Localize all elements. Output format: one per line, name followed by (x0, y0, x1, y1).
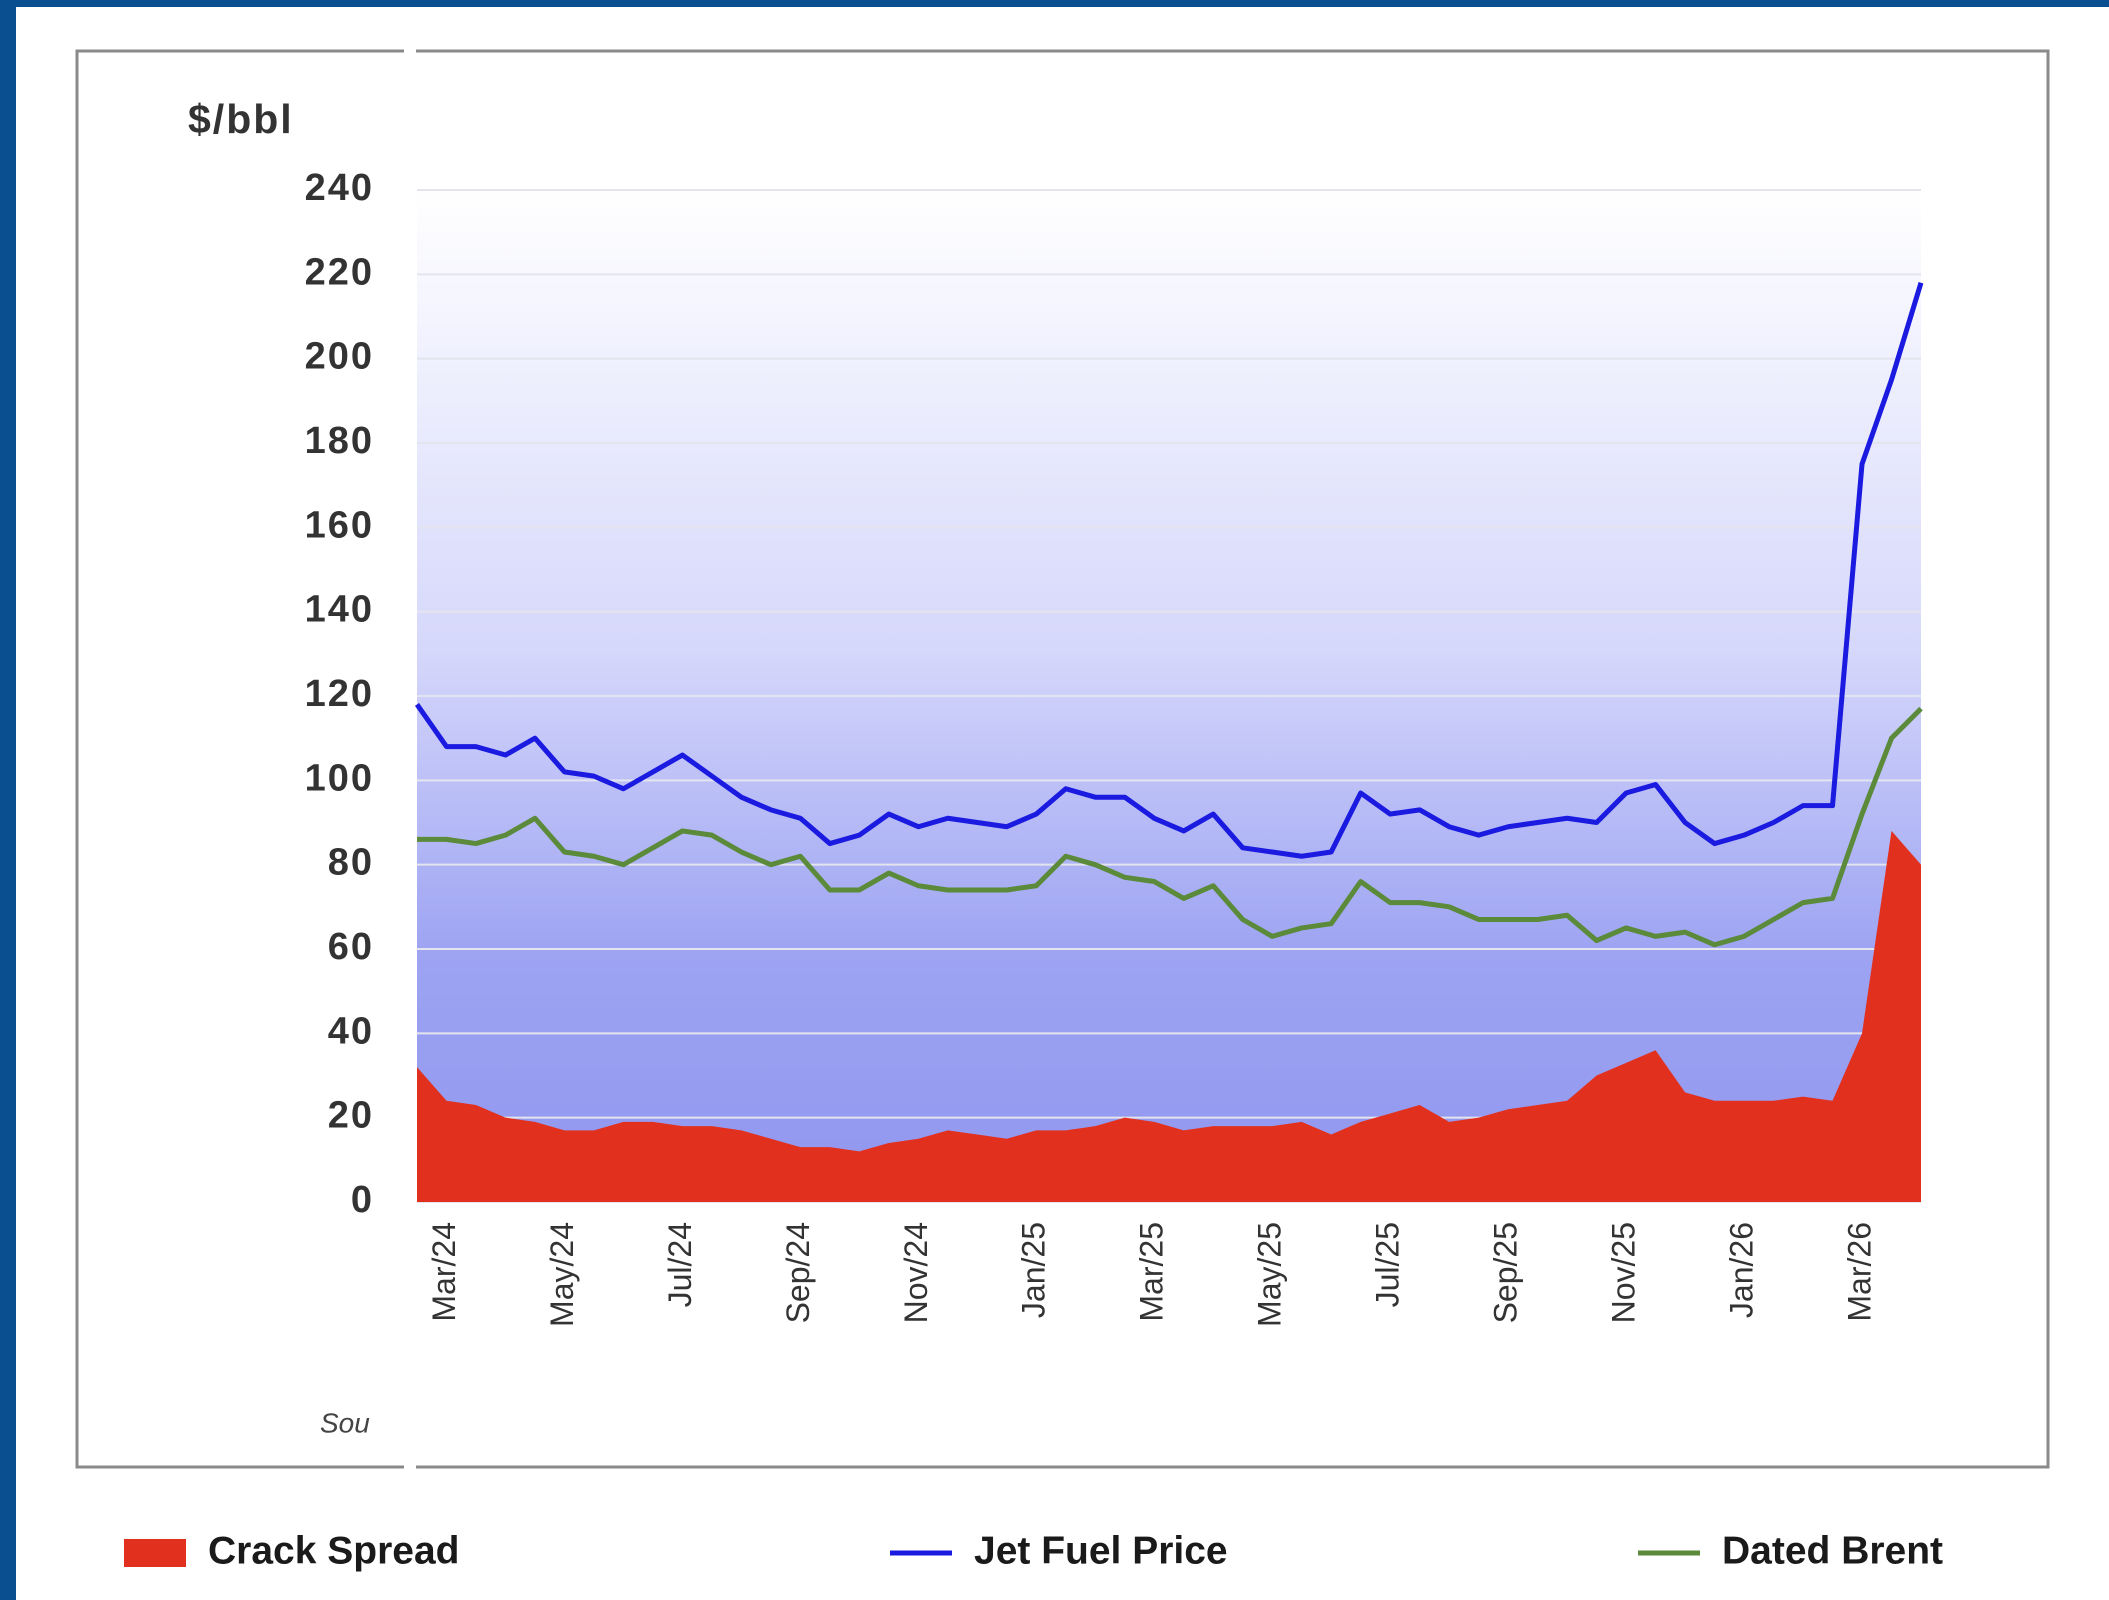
legend-swatch (124, 1539, 186, 1567)
legend-label: Crack Spread (208, 1529, 459, 1572)
y-tick-label: 160 (305, 504, 374, 546)
x-tick-label: Jul/24 (662, 1222, 698, 1307)
x-tick-label: Nov/24 (898, 1222, 934, 1323)
x-tick-label: Jul/25 (1370, 1222, 1406, 1307)
y-tick-label: 140 (305, 589, 374, 631)
x-tick-label: May/25 (1252, 1222, 1288, 1327)
area (417, 830, 1921, 1202)
legend-label: Jet Fuel Price (974, 1529, 1228, 1572)
y-tick-label: 60 (328, 926, 374, 968)
source-note: Sou (320, 1407, 370, 1438)
y-tick-label: 120 (305, 673, 374, 715)
x-tick-label: May/24 (544, 1222, 580, 1327)
x-tick-label: Sep/24 (780, 1222, 816, 1323)
y-tick-label: 220 (305, 251, 374, 293)
y-tick-label: 240 (305, 167, 374, 209)
x-tick-label: Mar/25 (1134, 1222, 1170, 1322)
x-tick-label: Jan/25 (1016, 1222, 1052, 1318)
x-tick-label: Nov/25 (1606, 1222, 1642, 1323)
frame-gap (404, 40, 416, 1480)
y-tick-label: 100 (305, 757, 374, 799)
chart-frame (75, 49, 2050, 1469)
x-tick-label: Jan/26 (1724, 1222, 1760, 1318)
y-tick-label: 40 (328, 1010, 374, 1052)
y-tick-label: 200 (305, 336, 374, 378)
y-tick-label: 80 (328, 842, 374, 884)
x-tick-label: Mar/24 (426, 1222, 462, 1322)
line (414, 282, 1924, 859)
y-tick-label: 20 (328, 1095, 374, 1137)
y-tick-label: 180 (305, 420, 374, 462)
x-tick-label: Mar/26 (1841, 1222, 1877, 1322)
y-axis-label: $/bbl (188, 96, 294, 142)
x-tick-label: Sep/25 (1488, 1222, 1524, 1323)
legend: Crack Spread Jet Fuel Price Dated Brent (124, 1529, 1943, 1572)
legend-label: Dated Brent (1722, 1529, 1943, 1572)
line (417, 706, 1923, 948)
y-tick-label: 0 (351, 1179, 374, 1221)
